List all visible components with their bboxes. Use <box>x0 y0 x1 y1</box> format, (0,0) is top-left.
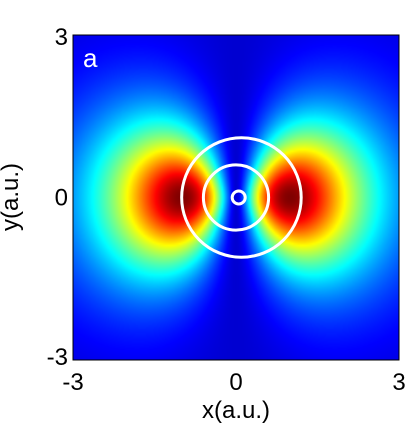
overlay-curve-1 <box>201 163 271 232</box>
x-axis-ticks: -3 0 3 <box>62 369 405 396</box>
overlay-curves <box>180 136 303 259</box>
overlay-curve-2 <box>230 189 247 206</box>
x-tick-label: 0 <box>229 369 242 396</box>
overlay-curve-0 <box>180 136 303 259</box>
x-axis-label: x(a.u.) <box>202 397 270 424</box>
y-axis-ticks: -3 0 3 <box>47 24 68 371</box>
y-tick-label: 0 <box>55 185 68 212</box>
y-tick-label: 3 <box>55 24 68 51</box>
heatmap <box>73 35 399 360</box>
y-tick-label: -3 <box>47 344 68 371</box>
x-tick-label: -3 <box>62 369 83 396</box>
x-tick-label: 3 <box>392 369 405 396</box>
y-axis-label: y(a.u.) <box>0 163 24 231</box>
plot-frame <box>72 34 400 361</box>
panel-label: a <box>83 43 98 73</box>
